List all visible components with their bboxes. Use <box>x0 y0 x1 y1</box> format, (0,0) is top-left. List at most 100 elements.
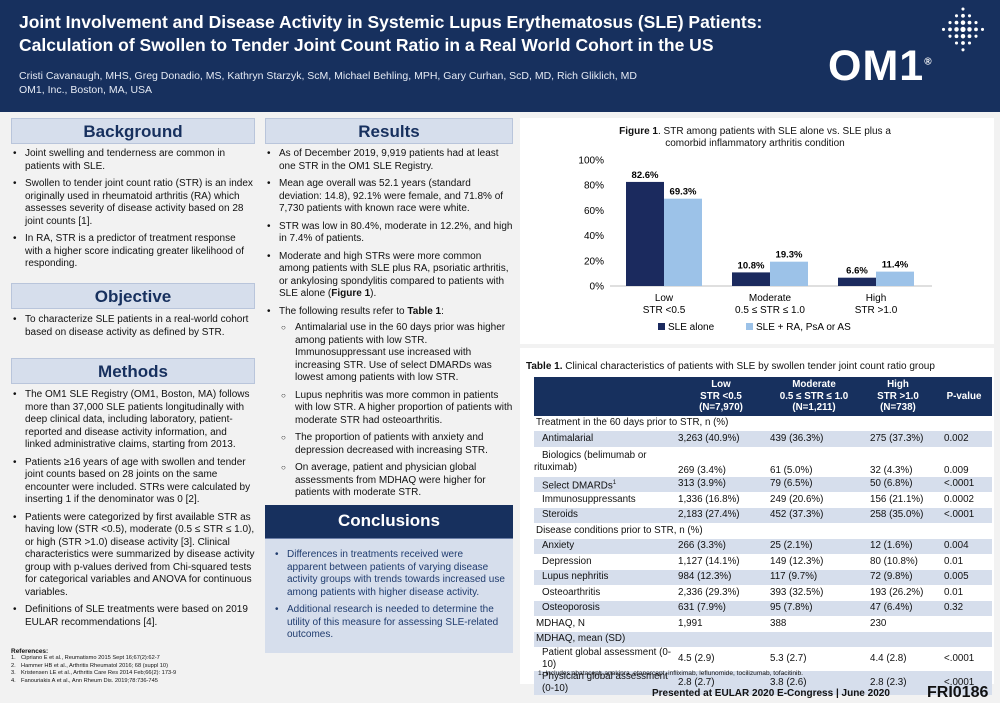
logo-dots-icon <box>941 7 985 52</box>
x-tick-label: High <box>866 293 887 304</box>
bar <box>626 181 664 286</box>
conclusions-body: Differences in treatments received were … <box>265 539 513 653</box>
table-cell: 984 (12.3%) <box>674 569 768 585</box>
table-cell: 2,183 (27.4%) <box>674 507 768 523</box>
logo-dot <box>967 34 972 39</box>
table-cell: 0.32 <box>936 600 992 616</box>
y-tick-label: 60% <box>584 206 604 217</box>
title-line-1: Joint Involvement and Disease Activity i… <box>19 12 763 32</box>
table-cell: 393 (32.5%) <box>770 586 824 598</box>
legend-swatch <box>746 323 753 330</box>
table-row: Depression 1,127 (14.1%) 149 (12.3%) 80 (10… <box>534 554 992 570</box>
row-label: Biologics (belimumab or rituximab) <box>534 449 647 473</box>
table-cell: 12 (1.6%) <box>860 538 936 554</box>
table-cell: 631 (7.9%) <box>674 600 768 616</box>
sub-list-item: On average, patient and physician global… <box>279 462 513 500</box>
legend-label: SLE + RA, PsA or AS <box>756 322 851 333</box>
legend-swatch <box>658 323 665 330</box>
logo-dot <box>941 27 946 31</box>
data-label: 69.3% <box>670 187 697 198</box>
reference-item: 3. Kristensen LE et al., Arthritis Care R… <box>11 670 177 676</box>
list-item: The OM1 SLE Registry (OM1, Boston, MA) f… <box>11 389 255 452</box>
presented-at: Presented at EULAR 2020 E-Congress | Jun… <box>652 688 890 699</box>
logo-dot <box>961 48 965 52</box>
row-label: Physician global assessment (0-10) <box>534 671 674 695</box>
list-item: STR was low in 80.4%, moderate in 12.2%,… <box>265 221 513 246</box>
logo-dot <box>961 7 965 11</box>
table-1-ref: Table 1 <box>407 305 442 317</box>
results-list: As of December 2019, 9,919 patients had … <box>265 148 513 500</box>
data-label: 6.6% <box>846 266 868 277</box>
list-item: Moderate and high STRs were more common … <box>265 251 513 301</box>
sub-list-item: Lupus nephritis was more common in patie… <box>279 390 513 428</box>
data-label: 19.3% <box>776 250 803 261</box>
objective-list: To characterize SLE patients in a real-w… <box>11 314 255 339</box>
table-cell: 3,263 (40.9%) <box>674 431 768 447</box>
logo-registered-mark: ® <box>924 56 933 68</box>
table-cell: 61 (5.0%) <box>770 464 813 476</box>
x-tick-label: Low <box>655 293 674 304</box>
logo-dot <box>954 27 959 32</box>
table-cell: 149 (12.3%) <box>770 555 824 567</box>
logo-dot <box>967 20 972 25</box>
bar <box>876 271 914 286</box>
table-footnote: 1. Includes abatacept, anakinra, etanerc… <box>538 670 803 677</box>
table-cell: 4.4 (2.8) <box>870 653 907 664</box>
table-row: Osteoarthritis 2,336 (29.3%) 393 (32.5%) 19… <box>534 585 992 601</box>
column-header: High STR >1.0 (N=738) <box>860 377 936 416</box>
methods-list: The OM1 SLE Registry (OM1, Boston, MA) f… <box>11 389 255 629</box>
conclusions-list: Differences in treatments received were … <box>273 549 505 642</box>
affiliation: OM1, Inc., Boston, MA, USA <box>19 83 153 96</box>
table-cell: 5.3 (2.7) <box>770 653 807 664</box>
legend-label: SLE alone <box>668 322 715 333</box>
table-cell: 266 (3.3%) <box>674 538 768 554</box>
table-row: MDHAQ, N 1,991 388 230 <box>534 616 992 632</box>
table-cell: 249 (20.6%) <box>770 493 824 505</box>
poster-id: FRI0186 <box>927 684 989 701</box>
results-section: Results As of December 2019, 9,919 patie… <box>265 118 513 505</box>
bar <box>664 198 702 286</box>
list-item: Additional research is needed to determi… <box>273 604 505 642</box>
bar <box>838 277 876 286</box>
references-list: 1. Cipriano E et al., Reumatismo 2015 Sep… <box>11 655 255 685</box>
table-cell: 452 (37.3%) <box>768 507 860 523</box>
list-item: The following results refer to Table 1: … <box>265 306 513 500</box>
table-cell: <.0001 <box>936 476 992 492</box>
logo-dot <box>960 20 966 25</box>
table-cell: 275 (37.3%) <box>860 431 936 447</box>
logo-dot <box>948 34 952 38</box>
table-cell: 0.0002 <box>944 493 974 505</box>
table-1-panel: Table 1. Clinical characteristics of pat… <box>520 348 994 695</box>
logo-dot <box>960 26 966 32</box>
table-cell: 2,336 (29.3%) <box>678 586 740 598</box>
column-header: P-value <box>936 377 992 416</box>
x-tick-label: STR >1.0 <box>855 305 898 316</box>
results-sub-list: Antimalarial use in the 60 days prior wa… <box>279 322 513 500</box>
table-row: Immunosuppressants 1,336 (16.8%) 249 (20.6… <box>534 492 992 508</box>
logo-dot <box>954 34 959 39</box>
conclusions-section: Conclusions Differences in treatments re… <box>265 505 513 653</box>
table-row: MDHAQ, mean (SD) <box>534 631 992 647</box>
table-row: Select DMARDs1 313 (3.9%) 79 (6.5%) 50 (6.8… <box>534 476 992 492</box>
references-section: References: 1. Cipriano E et al., Reumati… <box>11 648 255 685</box>
poster-header: Joint Involvement and Disease Activity i… <box>0 0 1000 112</box>
sub-list-item: The proportion of patients with anxiety … <box>279 432 513 457</box>
chart-title: Figure 1. STR among patients with SLE al… <box>619 126 891 149</box>
logo-dot <box>967 27 972 32</box>
table-cell: 4.5 (2.9) <box>678 653 715 664</box>
table-cell: 0.01 <box>944 555 964 567</box>
row-label: Osteoarthritis <box>542 586 601 598</box>
logo-dot <box>954 14 959 18</box>
data-label: 10.8% <box>738 260 765 271</box>
table-title: Table 1. Clinical characteristics of pat… <box>526 361 935 372</box>
table-cell: 0.005 <box>936 569 992 585</box>
table-cell: <.0001 <box>944 653 975 664</box>
methods-section: Methods The OM1 SLE Registry (OM1, Bosto… <box>11 358 255 634</box>
data-label: 82.6% <box>632 170 659 181</box>
references-heading: References: <box>11 648 49 655</box>
data-label: 11.4% <box>882 260 909 271</box>
logo-dot <box>960 33 966 39</box>
table-cell: 1,336 (16.8%) <box>678 493 740 505</box>
table-row: Steroids 2,183 (27.4%) 452 (37.3%) 258 (35.… <box>534 507 992 523</box>
table-row: Treatment in the 60 days prior to STR, n… <box>534 416 992 432</box>
